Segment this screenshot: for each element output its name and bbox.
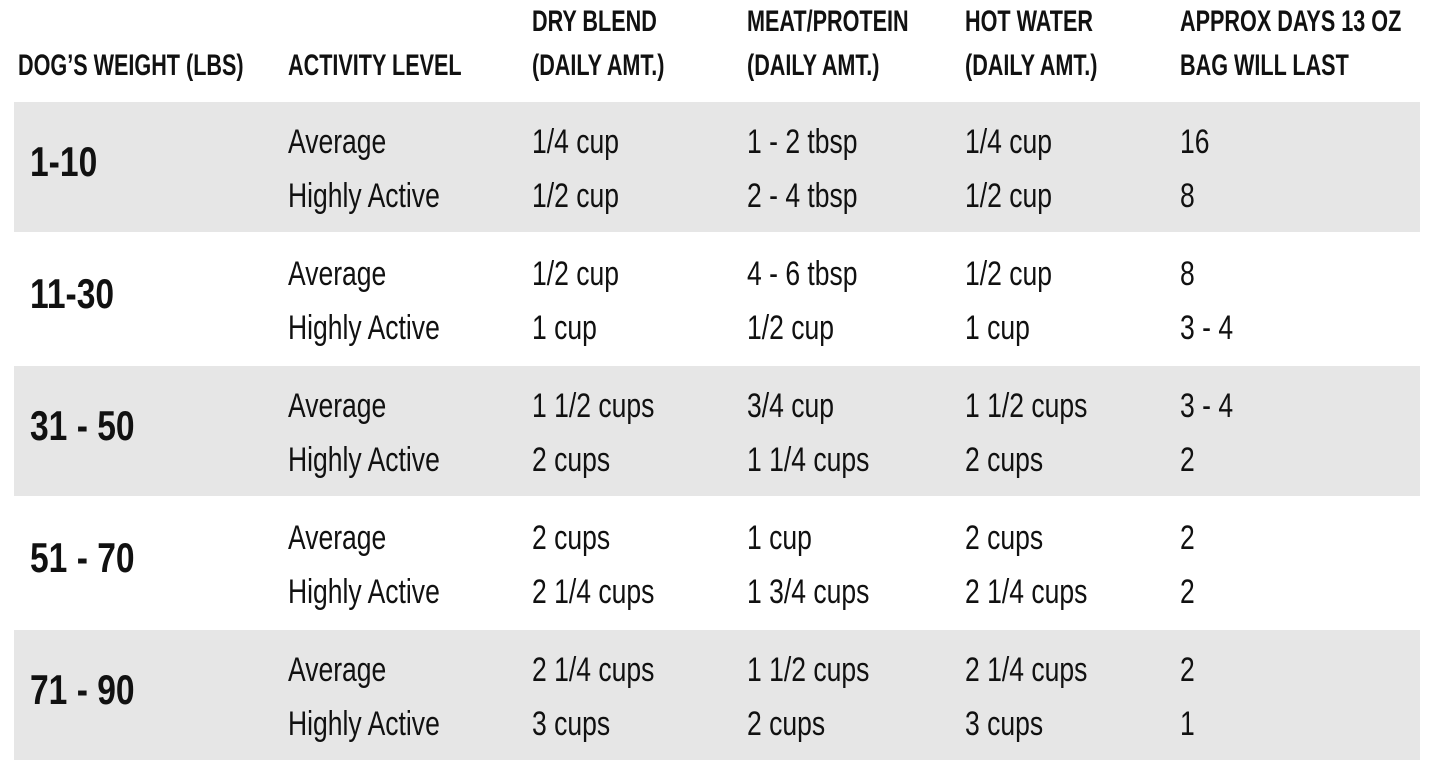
row-band	[14, 366, 1420, 496]
weight-cell: 11-30	[30, 270, 115, 317]
amount-cell: 2	[1180, 519, 1195, 557]
amount-cell: 8	[1180, 255, 1195, 293]
amount-cell: 1 1/2 cups	[965, 387, 1088, 425]
column-header: (DAILY AMT.)	[532, 49, 665, 82]
amount-cell: 2 cups	[532, 441, 611, 479]
activity-cell: Highly Active	[288, 309, 440, 347]
activity-cell: Average	[288, 519, 387, 557]
amount-cell: 2 cups	[965, 441, 1044, 479]
row-band	[14, 498, 1420, 628]
amount-cell: 1	[1180, 705, 1195, 743]
weight-cell: 1-10	[30, 138, 98, 185]
weight-cell: 51 - 70	[30, 534, 135, 581]
amount-cell: 1 1/2 cups	[532, 387, 655, 425]
weight-cell: 71 - 90	[30, 666, 135, 713]
amount-cell: 1/2 cup	[532, 255, 619, 293]
activity-cell: Average	[288, 387, 387, 425]
row-band	[14, 630, 1420, 760]
amount-cell: 2 1/4 cups	[532, 651, 655, 689]
amount-cell: 2 cups	[747, 705, 826, 743]
activity-cell: Average	[288, 255, 387, 293]
amount-cell: 2 1/4 cups	[965, 573, 1088, 611]
amount-cell: 1 1/2 cups	[747, 651, 870, 689]
amount-cell: 3 cups	[965, 705, 1044, 743]
amount-cell: 1 3/4 cups	[747, 573, 870, 611]
row-band	[14, 102, 1420, 232]
column-header: (DAILY AMT.)	[965, 49, 1098, 82]
amount-cell: 4 - 6 tbsp	[747, 255, 858, 293]
amount-cell: 1/2 cup	[747, 309, 834, 347]
amount-cell: 3/4 cup	[747, 387, 834, 425]
amount-cell: 2 1/4 cups	[532, 573, 655, 611]
column-header: DOG’S WEIGHT (LBS)	[18, 49, 244, 82]
amount-cell: 3 - 4	[1180, 309, 1234, 347]
amount-cell: 1/2 cup	[965, 177, 1052, 215]
amount-cell: 1 - 2 tbsp	[747, 123, 858, 161]
amount-cell: 1/2 cup	[532, 177, 619, 215]
column-header: ACTIVITY LEVEL	[288, 49, 462, 82]
column-header: DRY BLEND	[532, 5, 657, 38]
activity-cell: Average	[288, 123, 387, 161]
amount-cell: 1/4 cup	[965, 123, 1052, 161]
column-header: MEAT/PROTEIN	[747, 5, 909, 38]
amount-cell: 3 - 4	[1180, 387, 1234, 425]
activity-cell: Highly Active	[288, 441, 440, 479]
amount-cell: 1 cup	[965, 309, 1030, 347]
activity-cell: Average	[288, 651, 387, 689]
activity-cell: Highly Active	[288, 573, 440, 611]
amount-cell: 1 1/4 cups	[747, 441, 870, 479]
amount-cell: 2 cups	[532, 519, 611, 557]
column-header: BAG WILL LAST	[1180, 49, 1349, 82]
amount-cell: 2	[1180, 651, 1195, 689]
amount-cell: 1/4 cup	[532, 123, 619, 161]
column-header: APPROX DAYS 13 OZ	[1180, 5, 1402, 38]
amount-cell: 2 cups	[965, 519, 1044, 557]
amount-cell: 2	[1180, 441, 1195, 479]
row-band	[14, 234, 1420, 364]
amount-cell: 2 1/4 cups	[965, 651, 1088, 689]
amount-cell: 1 cup	[747, 519, 812, 557]
activity-cell: Highly Active	[288, 177, 440, 215]
amount-cell: 1/2 cup	[965, 255, 1052, 293]
amount-cell: 8	[1180, 177, 1195, 215]
amount-cell: 1 cup	[532, 309, 597, 347]
weight-cell: 31 - 50	[30, 402, 135, 449]
amount-cell: 2	[1180, 573, 1195, 611]
amount-cell: 16	[1180, 123, 1210, 161]
column-header: (DAILY AMT.)	[747, 49, 880, 82]
activity-cell: Highly Active	[288, 705, 440, 743]
amount-cell: 2 - 4 tbsp	[747, 177, 858, 215]
amount-cell: 3 cups	[532, 705, 611, 743]
column-header: HOT WATER	[965, 5, 1093, 38]
